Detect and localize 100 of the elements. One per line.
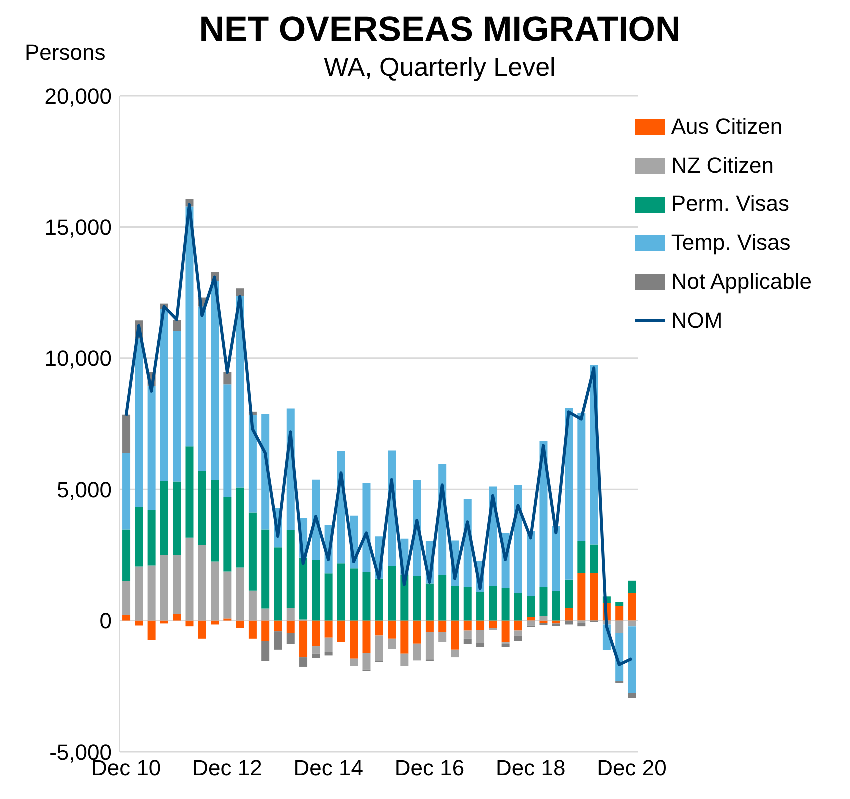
bar [540,616,548,621]
line-series [124,203,634,666]
x-tick-label: Dec 12 [192,756,262,781]
bar [160,481,168,556]
bar [248,512,257,591]
bar [451,620,460,650]
bar [616,606,624,621]
bar [628,593,636,621]
bar [388,638,396,650]
bar [224,572,232,619]
bar [312,620,320,647]
bar [375,620,384,636]
bar [236,488,244,568]
bar [362,653,371,670]
bar [375,636,384,661]
bar [400,654,409,666]
x-tick-label: Dec 18 [496,756,566,781]
bar [476,620,485,631]
bar [400,620,409,654]
bar [337,620,346,642]
bar [578,412,586,542]
bar [274,620,282,632]
bar [628,626,636,694]
y-tick-label: 20,000 [44,84,112,109]
bar [527,531,536,596]
y-axis-title: Persons [25,40,106,66]
bar [148,620,156,640]
bar [350,658,358,666]
bar [451,586,460,621]
bar [527,596,536,618]
legend-label: Aus Citizen [671,113,783,141]
bar [262,530,270,609]
bar [122,530,131,582]
bar [375,578,384,621]
bar [565,408,574,580]
bar [489,620,498,628]
bar [464,620,472,631]
bar [540,623,548,626]
bar [489,586,498,621]
x-tick-label: Dec 14 [294,756,364,781]
bar [122,453,131,530]
legend-label: NOM [671,306,723,335]
bar [552,591,560,621]
bar [160,309,168,482]
bar [135,338,144,508]
bar [324,574,333,621]
bar [476,630,485,644]
bar [578,541,586,574]
bar [476,643,485,648]
bar [426,620,434,632]
bar [224,496,232,572]
bar [236,568,244,621]
bar [148,510,156,566]
bar [274,632,282,650]
bar [135,507,144,567]
bar [476,592,485,621]
x-tick-label: Dec 20 [597,756,667,781]
bar [248,590,257,621]
bar [578,573,586,621]
bar [211,480,220,562]
bar [502,644,510,648]
bar [135,620,144,626]
bar [552,624,560,626]
bar [198,620,206,639]
legend-label: Not Applicable [671,268,812,296]
bar [248,620,257,639]
bar [173,331,182,482]
bar [324,638,333,652]
bar [616,602,624,606]
bar [148,566,156,621]
bar [502,588,510,621]
bar [514,593,522,621]
bar [438,575,447,621]
y-tick-label: 5,000 [56,477,112,502]
bar [565,608,574,621]
legend-label: Perm. Visas [671,190,790,218]
bar [514,636,522,642]
bar [236,620,244,628]
chart-title: NET OVERSEAS MIGRATION [199,10,681,49]
bar [578,623,586,627]
bar [527,620,536,626]
bar [413,620,422,644]
bar [514,630,522,636]
x-tick-label: Dec 16 [394,756,465,781]
bar [413,644,422,661]
bar [186,206,194,447]
bar [628,580,636,594]
bar [451,650,460,658]
bar [160,555,168,621]
bar [300,658,308,667]
bar [224,384,232,497]
bar [286,620,295,634]
bar [628,620,636,627]
bar [514,485,522,594]
y-tick-label: 10,000 [44,346,112,372]
bar [286,633,295,644]
bar [350,620,358,659]
bar [502,620,510,643]
bar [135,566,144,621]
bar [438,632,447,642]
